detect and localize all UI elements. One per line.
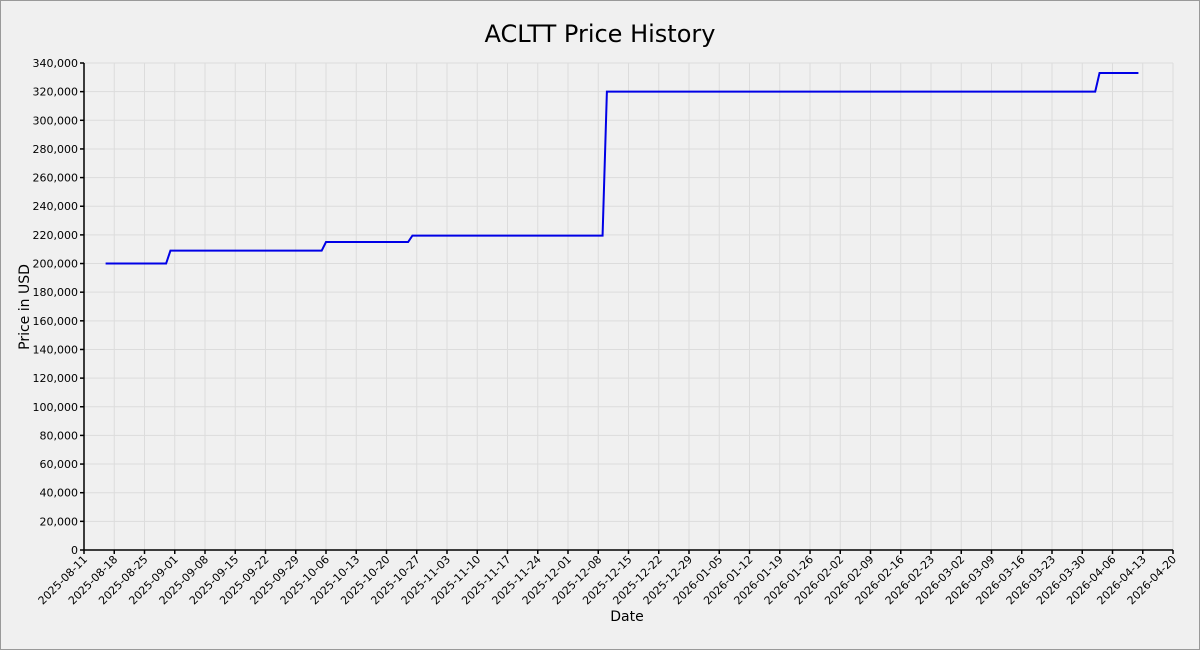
y-tick-label: 180,000	[33, 286, 79, 299]
y-tick-label: 300,000	[33, 114, 79, 127]
y-tick-label: 220,000	[33, 229, 79, 242]
chart-title: ACLTT Price History	[485, 20, 716, 48]
y-tick-label: 120,000	[33, 372, 79, 385]
y-tick-label: 0	[71, 544, 78, 557]
line	[105, 72, 1139, 265]
y-tick-label: 40,000	[40, 487, 79, 500]
y-tick-label: 80,000	[40, 429, 79, 442]
y-tick-label: 200,000	[33, 258, 79, 271]
y-tick-label: 100,000	[33, 401, 79, 414]
y-tick-label: 260,000	[33, 172, 79, 185]
y-tick-label: 60,000	[40, 458, 79, 471]
y-tick-label: 320,000	[33, 86, 79, 99]
y-tick-label: 280,000	[33, 143, 79, 156]
y-tick-label: 340,000	[33, 57, 79, 70]
y-tick-label: 160,000	[33, 315, 79, 328]
y-tick-label: 140,000	[33, 343, 79, 356]
y-tick-label: 20,000	[40, 515, 79, 528]
x-axis-label: Date	[610, 609, 643, 625]
y-axis-label: Price in USD	[17, 264, 33, 350]
y-tick-label: 240,000	[33, 200, 79, 213]
